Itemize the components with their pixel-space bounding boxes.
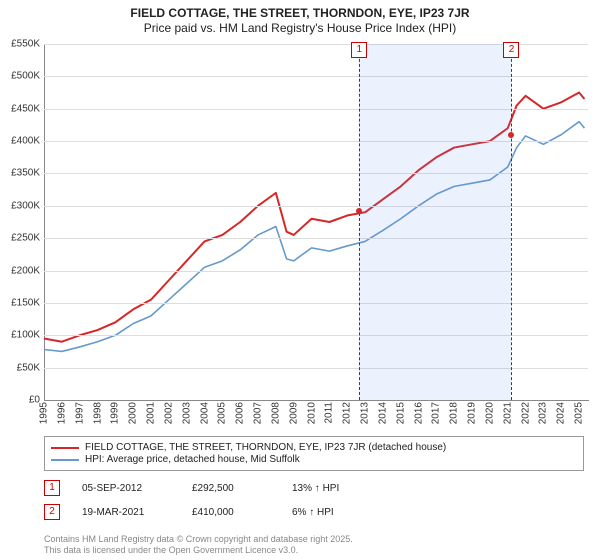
xtick-label: 2020 <box>484 402 495 424</box>
chart-title-block: FIELD COTTAGE, THE STREET, THORNDON, EYE… <box>0 0 600 35</box>
xtick-label: 2024 <box>556 402 567 424</box>
sale-marker-1-icon: 1 <box>44 480 60 496</box>
xtick-label: 2013 <box>360 402 371 424</box>
chart-subtitle: Price paid vs. HM Land Registry's House … <box>0 21 600 35</box>
xtick-label: 2014 <box>377 402 388 424</box>
sale-row-1: 1 05-SEP-2012 £292,500 13% ↑ HPI <box>44 480 584 496</box>
xtick-label: 1995 <box>39 402 50 424</box>
ytick-label: £150K <box>0 297 40 308</box>
ytick-label: £550K <box>0 39 40 50</box>
xtick-label: 2023 <box>538 402 549 424</box>
ytick-label: £500K <box>0 71 40 82</box>
chart-title: FIELD COTTAGE, THE STREET, THORNDON, EYE… <box>0 6 600 20</box>
xtick-label: 2008 <box>270 402 281 424</box>
sale-2-date: 19-MAR-2021 <box>82 507 192 518</box>
shaded-region <box>359 44 511 400</box>
xtick-label: 2010 <box>306 402 317 424</box>
ytick-label: £400K <box>0 136 40 147</box>
xtick-label: 1998 <box>92 402 103 424</box>
xtick-label: 2012 <box>342 402 353 424</box>
sale-1-date: 05-SEP-2012 <box>82 483 192 494</box>
footer-line-2: This data is licensed under the Open Gov… <box>44 545 353 556</box>
ytick-label: £100K <box>0 330 40 341</box>
ytick-label: £300K <box>0 200 40 211</box>
sale-marker-2-icon: 2 <box>44 504 60 520</box>
sale-marker-box: 2 <box>503 42 519 58</box>
ytick-label: £450K <box>0 103 40 114</box>
xtick-label: 2009 <box>288 402 299 424</box>
sale-2-hpi-delta: 6% ↑ HPI <box>292 507 412 518</box>
sale-marker-line <box>359 44 360 400</box>
legend-swatch-hpi <box>51 459 79 461</box>
xtick-label: 2022 <box>520 402 531 424</box>
xtick-label: 2021 <box>502 402 513 424</box>
xtick-label: 2000 <box>128 402 139 424</box>
xtick-label: 1997 <box>74 402 85 424</box>
xtick-label: 2016 <box>413 402 424 424</box>
sale-2-price: £410,000 <box>192 507 292 518</box>
legend-label-price-paid: FIELD COTTAGE, THE STREET, THORNDON, EYE… <box>85 442 446 453</box>
xtick-label: 2019 <box>467 402 478 424</box>
xtick-label: 2007 <box>253 402 264 424</box>
ytick-label: £200K <box>0 265 40 276</box>
xtick-label: 2006 <box>235 402 246 424</box>
sale-marker-line <box>511 44 512 400</box>
xtick-label: 2005 <box>217 402 228 424</box>
xtick-label: 2018 <box>449 402 460 424</box>
ytick-label: £350K <box>0 168 40 179</box>
xtick-label: 2004 <box>199 402 210 424</box>
legend-label-hpi: HPI: Average price, detached house, Mid … <box>85 454 300 465</box>
xtick-label: 2015 <box>395 402 406 424</box>
legend-swatch-price-paid <box>51 447 79 449</box>
xtick-label: 2003 <box>181 402 192 424</box>
xtick-label: 2025 <box>574 402 585 424</box>
sale-row-2: 2 19-MAR-2021 £410,000 6% ↑ HPI <box>44 504 584 520</box>
xtick-label: 2002 <box>163 402 174 424</box>
ytick-label: £250K <box>0 233 40 244</box>
sale-marker-dot <box>508 132 514 138</box>
xtick-label: 2001 <box>146 402 157 424</box>
legend-item-price-paid: FIELD COTTAGE, THE STREET, THORNDON, EYE… <box>51 442 577 453</box>
xtick-label: 2011 <box>324 402 335 424</box>
sale-1-hpi-delta: 13% ↑ HPI <box>292 483 412 494</box>
xtick-label: 1999 <box>110 402 121 424</box>
sale-marker-dot <box>356 208 362 214</box>
legend-box: FIELD COTTAGE, THE STREET, THORNDON, EYE… <box>44 436 584 471</box>
footer-line-1: Contains HM Land Registry data © Crown c… <box>44 534 353 545</box>
legend-item-hpi: HPI: Average price, detached house, Mid … <box>51 454 577 465</box>
ytick-label: £50K <box>0 362 40 373</box>
sale-1-price: £292,500 <box>192 483 292 494</box>
ytick-label: £0 <box>0 395 40 406</box>
sale-marker-box: 1 <box>351 42 367 58</box>
footer-attribution: Contains HM Land Registry data © Crown c… <box>44 534 353 557</box>
xtick-label: 2017 <box>431 402 442 424</box>
xtick-label: 1996 <box>56 402 67 424</box>
